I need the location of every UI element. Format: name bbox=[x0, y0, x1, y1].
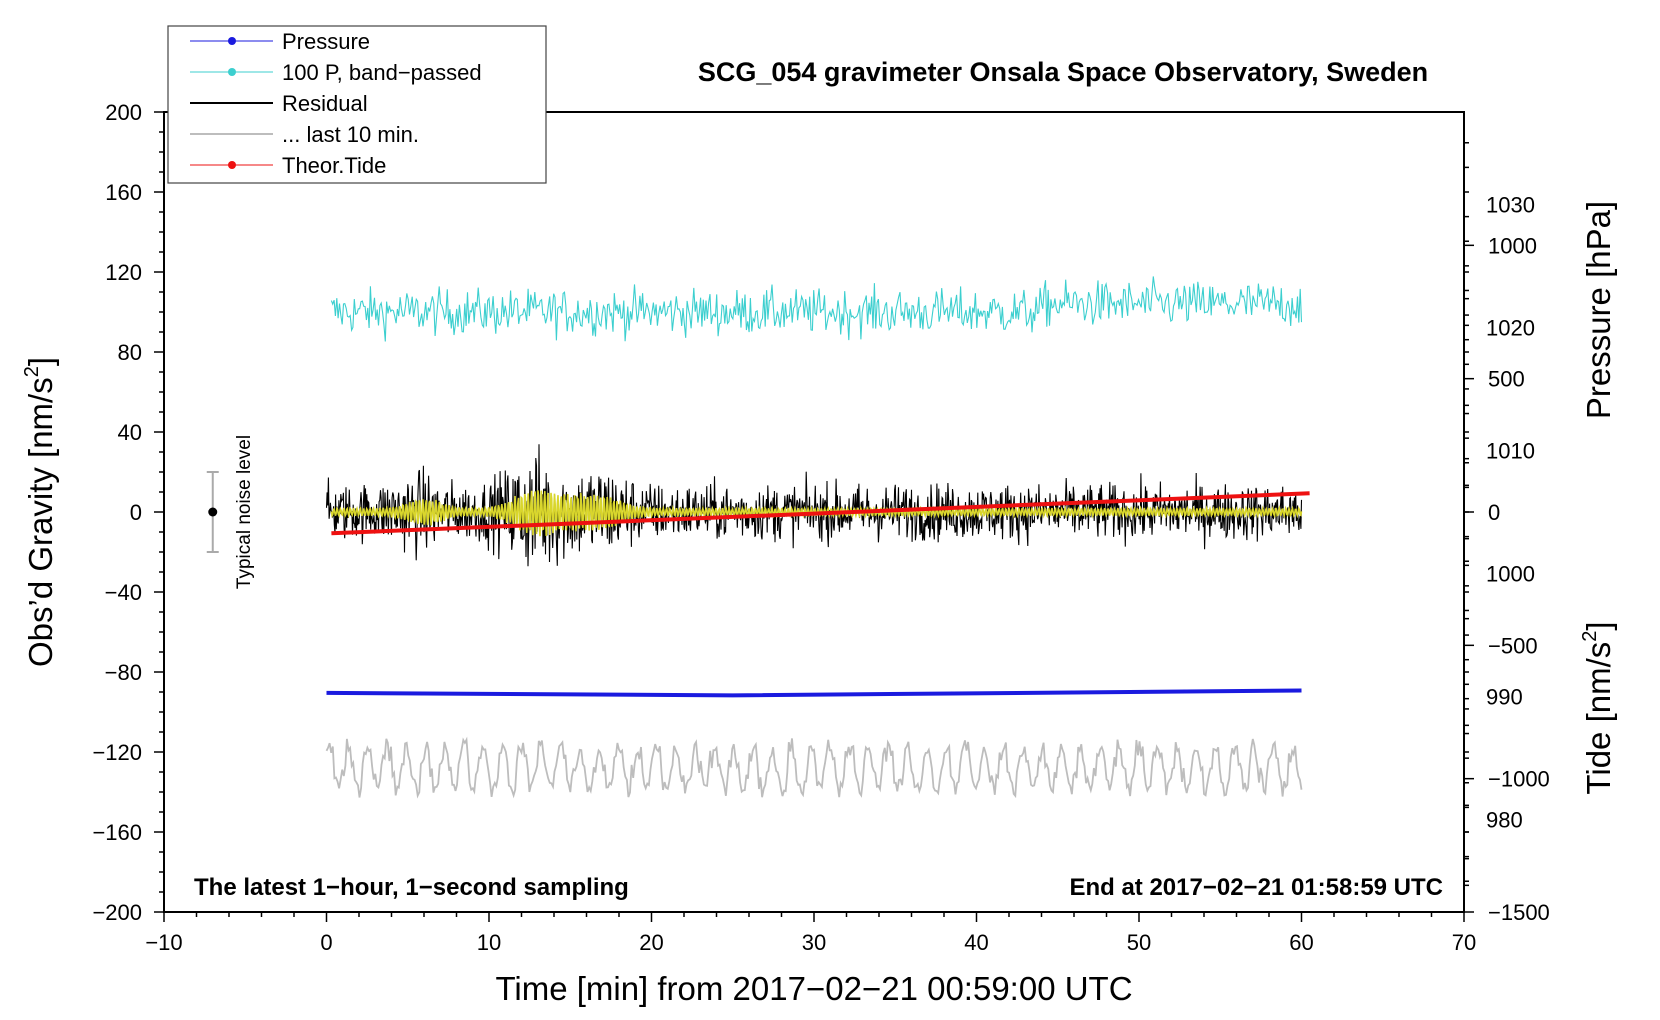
y-tick-label: 200 bbox=[105, 100, 142, 125]
y-axis-label-tide: Tide [nm/s2] bbox=[1579, 621, 1617, 794]
legend-label: 100 P, band−passed bbox=[282, 60, 482, 85]
x-tick-label: 50 bbox=[1127, 930, 1151, 955]
x-tick-label: 60 bbox=[1289, 930, 1313, 955]
y-axis-tide: −1500 −1000 −500 0 500 1000 bbox=[1464, 233, 1550, 925]
y-axis-label-tide-main: Tide [nm/s bbox=[1580, 642, 1617, 795]
tide-tick-label: 0 bbox=[1488, 500, 1500, 525]
x-tick-label: −10 bbox=[145, 930, 182, 955]
tide-tick-label: −1500 bbox=[1488, 900, 1550, 925]
x-tick-label: 10 bbox=[477, 930, 501, 955]
y-tick-label: 0 bbox=[130, 500, 142, 525]
y-tick-label: 120 bbox=[105, 260, 142, 285]
y-tick-label: 40 bbox=[118, 420, 142, 445]
y-axis-label-gravity-end: ] bbox=[22, 357, 59, 366]
tide-tick-label: 500 bbox=[1488, 367, 1525, 392]
x-tick-label: 40 bbox=[964, 930, 988, 955]
y-axis-label-gravity-sup: 2 bbox=[21, 366, 43, 377]
chart-title: SCG_054 gravimeter Onsala Space Observat… bbox=[698, 57, 1428, 87]
x-tick-label: 30 bbox=[802, 930, 826, 955]
annotation-end-time: End at 2017−02−21 01:58:59 UTC bbox=[1069, 874, 1443, 901]
legend-label: Residual bbox=[282, 91, 368, 116]
pressure-tick-label: 990 bbox=[1486, 685, 1523, 710]
pressure-tick-label: 1010 bbox=[1486, 438, 1535, 463]
x-tick-label: 20 bbox=[639, 930, 663, 955]
y-tick-label: −40 bbox=[105, 580, 142, 605]
y-axis-label-gravity: Obs’d Gravity [nm/s2] bbox=[21, 357, 59, 667]
y-axis-pressure: 980 990 1000 1010 1020 1030 bbox=[1464, 142, 1535, 882]
y-axis-label-tide-sup: 2 bbox=[1579, 631, 1601, 642]
series-band-passed-pressure-line bbox=[330, 276, 1303, 342]
y-axis-label-tide-end: ] bbox=[1580, 621, 1617, 630]
y-tick-label: 80 bbox=[118, 340, 142, 365]
y-tick-label: −200 bbox=[92, 900, 142, 925]
x-tick-label: 70 bbox=[1452, 930, 1476, 955]
series-residual-smoothed-line bbox=[330, 490, 1303, 537]
series-last-10-min-line bbox=[325, 736, 1303, 799]
annotation-sampling: The latest 1−hour, 1−second sampling bbox=[194, 874, 629, 901]
y-tick-label: −80 bbox=[105, 660, 142, 685]
pressure-tick-label: 980 bbox=[1486, 808, 1523, 833]
tide-tick-label: −1000 bbox=[1488, 767, 1550, 792]
legend-marker bbox=[228, 37, 236, 45]
tide-tick-label: −500 bbox=[1488, 633, 1538, 658]
y-tick-label: −120 bbox=[92, 740, 142, 765]
legend-box bbox=[167, 25, 547, 184]
x-tick-label: 0 bbox=[320, 930, 332, 955]
noise-indicator: Typical noise level bbox=[206, 435, 255, 589]
noise-label: Typical noise level bbox=[234, 435, 255, 589]
y-axis-label-pressure: Pressure [hPa] bbox=[1580, 201, 1617, 419]
y-axis-gravity: −200 −160 −120 −80 −40 0 40 80 120 160 200 bbox=[92, 100, 164, 925]
pressure-tick-label: 1030 bbox=[1486, 192, 1535, 217]
pressure-tick-label: 1020 bbox=[1486, 315, 1535, 340]
tide-tick-label: 1000 bbox=[1488, 233, 1537, 258]
x-axis-label: Time [min] from 2017−02−21 00:59:00 UTC bbox=[495, 970, 1132, 1007]
legend-label: ... last 10 min. bbox=[282, 122, 419, 147]
legend-marker bbox=[228, 161, 236, 169]
legend-label: Theor.Tide bbox=[282, 153, 386, 178]
pressure-tick-label: 1000 bbox=[1486, 562, 1535, 587]
y-tick-label: −160 bbox=[92, 820, 142, 845]
legend-label: Pressure bbox=[282, 29, 370, 54]
y-axis-label-gravity-main: Obs’d Gravity [nm/s bbox=[22, 377, 59, 667]
series-theoretical-tide-line bbox=[331, 491, 1310, 536]
noise-bar-center-point bbox=[208, 507, 218, 517]
x-axis: −10 0 10 20 30 40 50 60 70 bbox=[145, 912, 1476, 955]
y-tick-label: 160 bbox=[105, 180, 142, 205]
legend-marker bbox=[228, 68, 236, 76]
series-layer bbox=[325, 276, 1310, 799]
series-pressure-line bbox=[326, 688, 1302, 698]
legend: Pressure 100 P, band−passed Residual ... la… bbox=[167, 25, 547, 184]
